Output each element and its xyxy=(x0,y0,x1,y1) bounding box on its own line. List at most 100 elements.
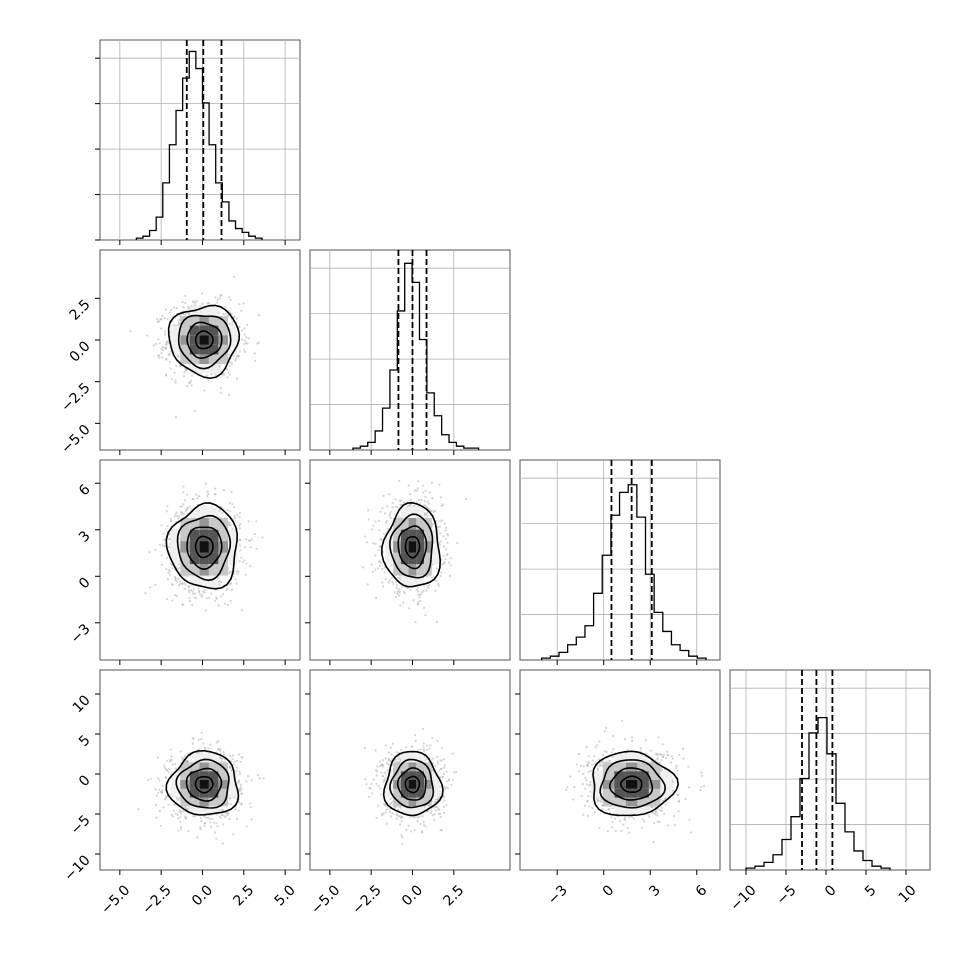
density-cell xyxy=(208,564,219,576)
density-cell xyxy=(385,552,394,565)
sample-point xyxy=(422,727,425,731)
sample-point xyxy=(168,311,171,314)
sample-point xyxy=(422,606,426,610)
sample-point xyxy=(445,554,448,557)
sample-point xyxy=(158,543,162,546)
density-cell xyxy=(400,518,409,530)
sample-point xyxy=(190,384,193,387)
density-cell xyxy=(431,541,440,553)
sample-point xyxy=(249,546,252,549)
sample-point xyxy=(169,520,173,523)
sample-point xyxy=(226,376,229,379)
sample-point xyxy=(239,538,242,542)
sample-point xyxy=(179,820,182,823)
sample-point xyxy=(379,510,382,513)
sample-point xyxy=(214,296,217,299)
sample-point xyxy=(233,505,236,509)
density-cell xyxy=(228,788,238,798)
density-cell xyxy=(189,780,200,789)
sample-point xyxy=(214,493,217,496)
sample-point xyxy=(237,782,240,785)
density-cell xyxy=(400,506,409,518)
density-cell xyxy=(208,529,219,542)
sample-point xyxy=(216,301,219,304)
hist-group-3 xyxy=(730,670,930,870)
sample-point xyxy=(212,821,215,824)
sample-point xyxy=(387,751,391,754)
sample-point xyxy=(420,591,423,594)
sample-point xyxy=(184,583,187,586)
density-cell xyxy=(424,564,432,576)
sample-point xyxy=(154,788,157,791)
contour-level xyxy=(389,513,434,579)
sample-point xyxy=(187,305,190,308)
sample-point xyxy=(221,511,224,514)
sample-point xyxy=(203,746,206,749)
sample-point xyxy=(174,416,177,419)
panel-group-0-2 xyxy=(144,482,264,612)
sample-point xyxy=(430,509,433,512)
sample-point xyxy=(442,535,445,538)
x-tick-label: −5.0 xyxy=(98,882,133,917)
sample-point xyxy=(240,792,244,795)
sample-point xyxy=(257,314,260,317)
sample-point xyxy=(167,571,170,574)
sample-point xyxy=(237,753,240,756)
density-cell xyxy=(400,564,409,576)
sample-point xyxy=(439,574,442,578)
sample-point xyxy=(439,520,442,523)
density-cell xyxy=(208,344,219,355)
sample-point xyxy=(149,586,152,589)
sample-point xyxy=(398,500,401,503)
sample-point xyxy=(174,577,177,580)
x-tick-label: 0.0 xyxy=(189,882,216,909)
sample-point xyxy=(235,818,239,821)
sample-point xyxy=(173,515,176,518)
sample-point xyxy=(211,817,214,820)
sample-point xyxy=(181,582,184,586)
sample-point xyxy=(395,751,398,754)
sample-point xyxy=(250,538,253,541)
sample-point xyxy=(185,508,188,511)
density-cell xyxy=(228,771,238,780)
sample-point xyxy=(159,790,163,793)
density-cell xyxy=(180,325,190,336)
sample-point xyxy=(244,350,247,353)
hist-panel-3 xyxy=(729,669,931,871)
sample-point xyxy=(435,620,438,624)
sample-point xyxy=(243,333,246,336)
sample-point xyxy=(370,528,373,531)
density-cell xyxy=(218,788,228,798)
sample-point xyxy=(203,389,206,392)
sample-point xyxy=(397,576,400,580)
sample-point xyxy=(166,318,169,321)
sample-point xyxy=(193,300,196,303)
sample-point xyxy=(247,337,250,340)
sample-point xyxy=(253,532,256,536)
sample-point xyxy=(238,516,241,519)
sample-point xyxy=(244,546,247,549)
density-cell xyxy=(199,506,209,518)
sample-point xyxy=(416,480,420,483)
sample-point xyxy=(188,381,191,384)
sample-point xyxy=(188,600,192,603)
sample-point xyxy=(241,329,244,332)
sample-point xyxy=(174,762,177,766)
sample-point xyxy=(197,738,200,741)
sample-point xyxy=(203,822,206,825)
sample-point xyxy=(385,822,388,825)
sample-point xyxy=(177,355,180,358)
density-cell xyxy=(208,771,219,780)
density-cell xyxy=(416,552,424,565)
sample-point xyxy=(250,818,253,821)
density-cell xyxy=(400,529,409,542)
sample-point xyxy=(244,342,248,345)
x-tick-label: 0 xyxy=(822,882,840,900)
sample-point xyxy=(440,504,443,507)
sample-point xyxy=(229,373,232,376)
sample-point xyxy=(170,813,173,817)
sample-point xyxy=(383,571,386,574)
sample-point xyxy=(166,578,170,581)
sample-point xyxy=(218,297,221,300)
sample-point xyxy=(157,354,160,358)
